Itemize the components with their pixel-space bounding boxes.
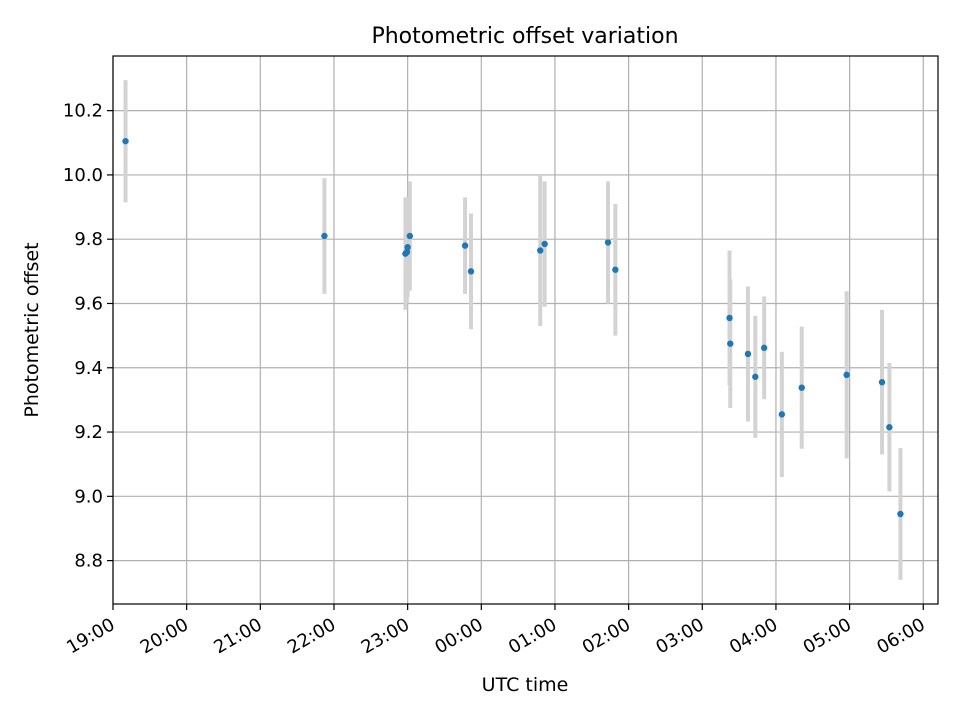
error-bars: [123, 80, 903, 580]
data-point: [404, 244, 411, 251]
y-tick-label: 9.6: [74, 293, 103, 314]
data-point: [726, 314, 733, 322]
x-tick-label: 22:00: [284, 614, 339, 658]
data-point: [537, 247, 544, 254]
y-tick-label: 9.8: [74, 229, 103, 250]
x-tick-label: 06:00: [873, 614, 928, 658]
data-point: [778, 411, 786, 418]
y-tick-label: 10.2: [63, 101, 103, 122]
data-point: [760, 344, 768, 352]
data-point: [406, 232, 414, 240]
data-point: [321, 232, 328, 240]
data-point: [612, 266, 619, 273]
data-points: [122, 137, 904, 518]
data-point: [897, 510, 904, 518]
data-point: [467, 268, 475, 275]
x-tick-label: 21:00: [210, 614, 265, 658]
x-axis-ticks: 19:00 20:00 21:00 22:00 23:00 00:00 01:00 02:00…: [63, 604, 929, 658]
plot-frame: [112, 55, 939, 605]
x-tick-label: 05:00: [800, 614, 855, 658]
data-point: [843, 371, 850, 379]
x-tick-label: 03:00: [652, 614, 707, 658]
x-tick-label: 00:00: [431, 614, 486, 658]
x-tick-label: 23:00: [358, 614, 413, 658]
data-point: [461, 242, 469, 249]
x-tick-label: 02:00: [579, 614, 634, 658]
data-point: [727, 340, 734, 347]
y-tick-label: 10.0: [63, 165, 103, 186]
data-point: [744, 350, 752, 358]
y-tick-label: 9.4: [74, 358, 103, 379]
data-point: [886, 424, 893, 431]
y-tick-label: 9.2: [74, 422, 103, 443]
x-tick-label: 19:00: [63, 614, 118, 658]
data-point: [604, 239, 612, 246]
grid: [112, 56, 938, 604]
data-point: [752, 373, 759, 380]
data-point: [798, 384, 805, 391]
x-tick-label: 01:00: [505, 614, 560, 658]
chart-title: Photometric offset variation: [371, 24, 678, 49]
y-tick-label: 8.8: [74, 551, 103, 572]
data-point: [541, 240, 548, 248]
data-point: [122, 137, 129, 145]
y-axis-title: Photometric offset: [21, 242, 43, 417]
y-tick-label: 9.0: [74, 486, 103, 507]
x-tick-label: 04:00: [726, 614, 781, 658]
x-axis-title: UTC time: [482, 674, 569, 696]
x-tick-label: 20:00: [137, 614, 192, 658]
data-point: [878, 379, 886, 386]
data-point: [403, 248, 411, 256]
y-axis-ticks: 8.8 9.0 9.2 9.4 9.6 9.8 10.0 10.2: [63, 101, 113, 572]
